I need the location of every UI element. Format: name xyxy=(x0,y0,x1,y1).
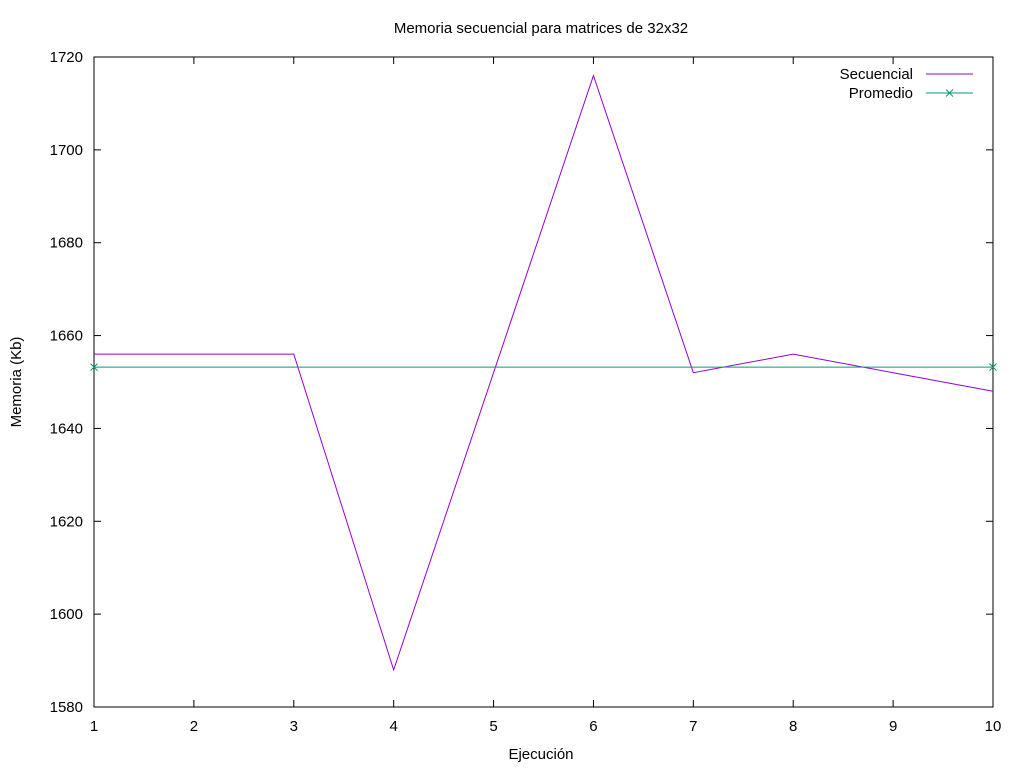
y-tick-label: 1700 xyxy=(50,142,83,159)
y-tick-label: 1720 xyxy=(50,49,83,66)
legend-marker-promedio xyxy=(945,89,954,97)
y-axis-ticks: 1580 1600 1620 1640 1660 1680 1700 1720 xyxy=(50,49,993,716)
y-tick-label: 1620 xyxy=(50,513,83,530)
x-tick-label: 6 xyxy=(589,718,597,735)
x-tick-label: 4 xyxy=(389,718,397,735)
x-tick-label: 1 xyxy=(90,718,98,735)
y-tick-label: 1680 xyxy=(50,235,83,252)
x-tick-label: 3 xyxy=(290,718,298,735)
y-tick-label: 1580 xyxy=(50,699,83,716)
y-axis-label: Memoria (Kb) xyxy=(8,337,25,428)
chart-title: Memoria secuencial para matrices de 32x3… xyxy=(394,20,688,37)
x-axis-label: Ejecución xyxy=(508,746,573,763)
y-tick-label: 1660 xyxy=(50,328,83,345)
series-layer xyxy=(90,74,997,672)
marker-stroke xyxy=(90,363,98,371)
x-tick-label: 7 xyxy=(689,718,697,735)
series-line-secuencial xyxy=(94,74,994,672)
plot-frame xyxy=(93,56,994,708)
x-tick-label: 9 xyxy=(889,718,897,735)
marker-stroke xyxy=(945,89,954,97)
y-tick-label: 1600 xyxy=(50,606,83,623)
legend-label-promedio: Promedio xyxy=(849,85,913,102)
plot-area xyxy=(93,56,994,708)
data-point-promedio xyxy=(989,363,997,371)
marker-stroke xyxy=(989,363,997,371)
x-tick-label: 5 xyxy=(489,718,497,735)
x-tick-label: 10 xyxy=(985,718,1002,735)
x-axis-ticks: 1 2 3 4 5 6 7 8 9 10 xyxy=(90,57,1002,735)
data-point-promedio xyxy=(90,363,98,371)
legend-label-secuencial: Secuencial xyxy=(840,66,913,83)
x-tick-label: 8 xyxy=(789,718,797,735)
x-tick-label: 2 xyxy=(190,718,198,735)
y-tick-label: 1640 xyxy=(50,420,83,437)
legend: Secuencial Promedio xyxy=(840,66,973,102)
